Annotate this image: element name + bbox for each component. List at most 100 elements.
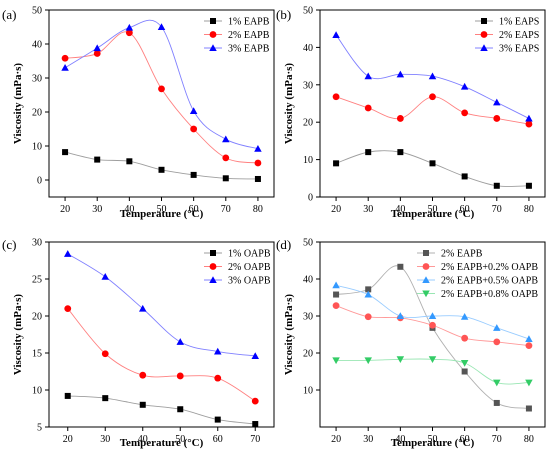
x-tick-label: 20: [331, 434, 341, 445]
x-tick-label: 30: [100, 434, 110, 445]
data-point: [460, 312, 469, 320]
series-line: [335, 265, 530, 409]
data-point: [214, 374, 222, 382]
data-point: [101, 350, 109, 358]
y-tick-label: 10: [32, 386, 42, 397]
legend-label: 1% OAPB: [228, 249, 271, 260]
data-point: [428, 72, 437, 80]
legend-label: 2% OAPB: [228, 262, 271, 273]
x-tick-label: 30: [363, 434, 373, 445]
data-point: [429, 160, 436, 167]
data-point: [461, 368, 468, 375]
panel-label: (a): [2, 7, 16, 22]
x-tick-label: 40: [395, 434, 405, 445]
data-point: [101, 273, 109, 280]
series-line: [64, 151, 258, 180]
legend-label: 2% EAPB: [441, 249, 483, 260]
data-point: [332, 93, 340, 101]
x-axis-label: Temperature (°C): [120, 208, 204, 220]
data-point: [102, 395, 109, 402]
data-point: [525, 335, 533, 342]
legend-marker: [209, 276, 217, 283]
panel-label: (c): [2, 237, 16, 252]
x-tick-label: 80: [253, 204, 263, 215]
y-tick-label: 25: [32, 275, 42, 286]
y-tick-label: 0: [308, 193, 313, 204]
data-point: [139, 401, 146, 408]
data-point: [157, 23, 166, 30]
data-point: [396, 70, 405, 78]
series-line: [67, 253, 256, 357]
data-point: [176, 372, 184, 380]
legend-marker: [480, 31, 488, 38]
y-tick-label: 20: [303, 118, 313, 129]
data-point: [93, 50, 101, 57]
data-point: [61, 64, 69, 71]
y-tick-label: 5: [37, 423, 42, 434]
y-tick-label: 10: [32, 142, 42, 153]
legend-marker: [481, 18, 487, 24]
data-point: [397, 149, 404, 156]
data-point: [364, 290, 372, 298]
y-tick-label: 0: [37, 176, 42, 187]
data-point: [177, 406, 184, 413]
legend-label: 2% EAPS: [499, 30, 539, 41]
data-point: [62, 149, 69, 156]
data-point: [364, 357, 372, 365]
x-tick-label: 60: [213, 434, 223, 445]
data-point: [429, 321, 436, 329]
x-tick-label: 30: [363, 204, 373, 215]
y-axis-label: Viscosity (mPa·s): [12, 63, 24, 144]
data-point: [365, 286, 372, 293]
legend-marker: [423, 250, 429, 256]
data-point: [332, 357, 340, 365]
data-point: [525, 379, 533, 387]
y-tick-label: 15: [32, 349, 42, 360]
x-tick-label: 40: [138, 434, 148, 445]
data-point: [396, 115, 404, 122]
data-point: [396, 312, 405, 319]
data-point: [251, 352, 259, 359]
data-point: [214, 347, 222, 355]
data-point: [64, 250, 72, 257]
series-line: [67, 308, 256, 402]
y-axis-label: Viscosity (mPa·s): [283, 63, 295, 144]
legend-label: 3% EAPS: [499, 44, 539, 55]
data-point: [428, 312, 437, 319]
y-tick-label: 40: [303, 275, 313, 286]
data-point: [214, 416, 221, 423]
data-point: [61, 54, 69, 62]
plot-frame: [48, 241, 275, 428]
x-tick-label: 50: [175, 434, 185, 445]
data-point: [126, 158, 133, 165]
y-tick-label: 10: [303, 386, 313, 397]
data-point: [333, 160, 340, 167]
x-tick-label: 20: [60, 204, 70, 215]
data-point: [525, 405, 532, 412]
x-tick-label: 70: [221, 204, 231, 215]
legend-marker: [422, 290, 430, 298]
data-point: [333, 291, 340, 298]
legend-marker: [210, 250, 216, 256]
legend-marker: [480, 44, 488, 51]
y-tick-label: 10: [303, 155, 313, 166]
x-tick-label: 20: [331, 204, 341, 215]
data-point: [190, 125, 198, 133]
y-axis-label: Viscosity (mPa·s): [12, 294, 24, 375]
data-point: [176, 338, 184, 345]
x-tick-label: 70: [250, 434, 260, 445]
legend-marker: [209, 44, 217, 51]
data-point: [139, 371, 147, 379]
x-tick-label: 40: [124, 204, 134, 215]
data-point: [332, 302, 340, 310]
x-tick-label: 30: [92, 204, 102, 215]
legend-label: 2% EAPB+0.2% OAPB: [441, 262, 538, 273]
data-point: [525, 342, 533, 349]
data-point: [222, 154, 230, 162]
panel-label: (b): [276, 7, 291, 22]
data-point: [493, 399, 500, 406]
y-tick-label: 40: [32, 40, 42, 51]
data-point: [460, 82, 469, 90]
